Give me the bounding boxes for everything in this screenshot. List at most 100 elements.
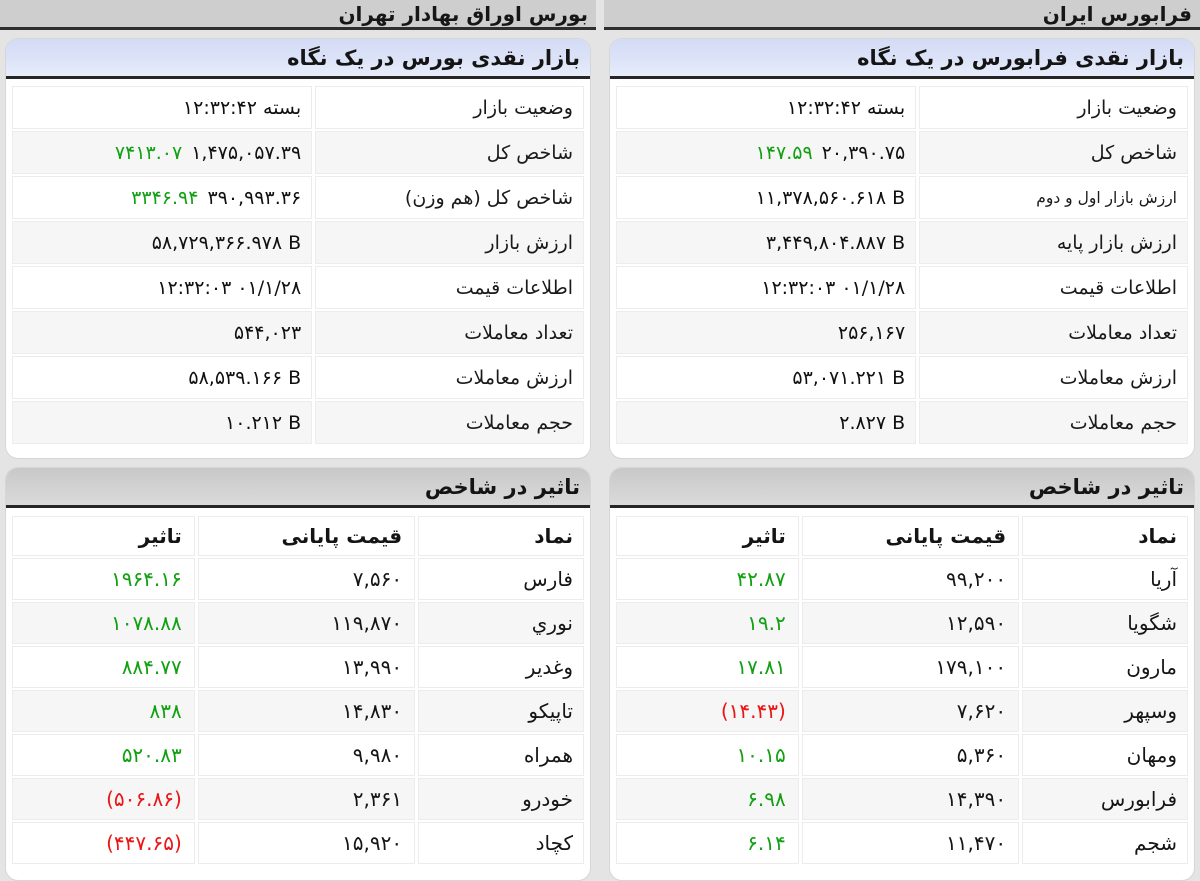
symbol-text: شجم <box>1134 831 1177 855</box>
summary-row: شاخص کل ۱۴۷.۵۹ ۲۰,۳۹۰.۷۵ <box>616 131 1188 174</box>
impact-value-cell: ۸۳۸ <box>12 690 195 732</box>
summary-label: حجم معاملات <box>1069 411 1177 434</box>
impact-row: تاپیکو ۱۴,۸۳۰ ۸۳۸ <box>12 690 584 732</box>
impact-value-text: ۶.۹۸ <box>747 787 786 811</box>
symbol-cell: فرابورس <box>1022 778 1188 820</box>
bourse-impact-header-label: تاثیر در شاخص <box>424 474 580 499</box>
impact-value-text: ۸۳۸ <box>149 699 182 723</box>
symbol-cell: مارون <box>1022 646 1188 688</box>
summary-label-cell: حجم معاملات <box>919 401 1188 444</box>
summary-value-cell: ۵۳,۰۷۱.۲۲۱ B <box>616 356 917 399</box>
impact-row: فارس ۷,۵۶۰ ۱۹۶۴.۱۶ <box>12 558 584 600</box>
closing-price-cell: ۱۱,۴۷۰ <box>801 822 1020 864</box>
summary-label: اطلاعات قیمت <box>1059 276 1177 299</box>
closing-price-text: ۹۹,۲۰۰ <box>946 567 1007 591</box>
impact-value-cell: ۱۰.۱۵ <box>616 734 799 776</box>
closing-price-text: ۷,۵۶۰ <box>352 567 403 591</box>
summary-row: وضعیت بازار بسته ۱۲:۳۲:۴۲ <box>12 86 584 129</box>
impact-row: فرابورس ۱۴,۳۹۰ ۶.۹۸ <box>616 778 1188 820</box>
farabourse-summary-card: بازار نقدی فرابورس در یک نگاه وضعیت بازا… <box>609 38 1195 459</box>
column-header-symbol: نماد <box>418 516 584 556</box>
impact-table-header-row: نماد قیمت پایانی تاثیر <box>616 516 1188 556</box>
bourse-title: بورس اوراق بهادار تهران <box>338 1 588 26</box>
summary-label: ارزش معاملات <box>455 366 573 389</box>
closing-price-cell: ۷,۵۶۰ <box>197 558 416 600</box>
impact-value-cell: ۶.۹۸ <box>616 778 799 820</box>
summary-row: شاخص کل ۷۴۱۳.۰۷ ۱,۴۷۵,۰۵۷.۳۹ <box>12 131 584 174</box>
summary-label-cell: شاخص کل (هم وزن) <box>315 176 584 219</box>
closing-price-text: ۲,۳۶۱ <box>352 787 403 811</box>
summary-value-cell: ۳۳۴۶.۹۴ ۳۹۰,۹۹۳.۳۶ <box>12 176 313 219</box>
farabourse-summary-header: بازار نقدی فرابورس در یک نگاه <box>610 39 1194 79</box>
summary-row: شاخص کل (هم وزن) ۳۳۴۶.۹۴ ۳۹۰,۹۹۳.۳۶ <box>12 176 584 219</box>
impact-value-text: ۱۰۷۸.۸۸ <box>110 611 182 635</box>
column-header-symbol-label: نماد <box>534 524 573 548</box>
summary-value: ۲۰,۳۹۰.۷۵ <box>821 141 906 164</box>
column-header-symbol-label: نماد <box>1138 524 1177 548</box>
summary-label: تعداد معاملات <box>464 321 573 344</box>
summary-value: ۳,۴۴۹,۸۰۴.۸۸۷ B <box>765 231 906 254</box>
summary-value: ۱,۴۷۵,۰۵۷.۳۹ <box>191 141 302 164</box>
impact-value-cell: ۵۲۰.۸۳ <box>12 734 195 776</box>
summary-value: بسته ۱۲:۳۲:۴۲ <box>786 96 906 119</box>
symbol-cell: شجم <box>1022 822 1188 864</box>
closing-price-cell: ۱۲,۵۹۰ <box>801 602 1020 644</box>
closing-price-text: ۱۴,۸۳۰ <box>342 699 403 723</box>
symbol-text: تاپیکو <box>528 699 573 723</box>
impact-row: همراه ۹,۹۸۰ ۵۲۰.۸۳ <box>12 734 584 776</box>
impact-value-text: ۴۲.۸۷ <box>736 567 786 591</box>
closing-price-text: ۱۴,۳۹۰ <box>946 787 1007 811</box>
symbol-text: ومهان <box>1126 743 1177 767</box>
summary-label-cell: ارزش معاملات <box>919 356 1188 399</box>
summary-label-cell: تعداد معاملات <box>919 311 1188 354</box>
summary-value: ۲.۸۲۷ B <box>839 411 906 434</box>
panel-farabourse: فرابورس ایران بازار نقدی فرابورس در یک ن… <box>604 0 1200 881</box>
closing-price-text: ۱۳,۹۹۰ <box>342 655 403 679</box>
impact-row: شگویا ۱۲,۵۹۰ ۱۹.۲ <box>616 602 1188 644</box>
impact-row: خودرو ۲,۳۶۱ (۵۰۶.۸۶) <box>12 778 584 820</box>
summary-label-cell: شاخص کل <box>919 131 1188 174</box>
impact-value-cell: (۵۰۶.۸۶) <box>12 778 195 820</box>
summary-value: ۵۳,۰۷۱.۲۲۱ B <box>792 366 906 389</box>
symbol-cell: وسپهر <box>1022 690 1188 732</box>
summary-label: وضعیت بازار <box>1077 96 1177 119</box>
summary-value-cell: ۱۱,۳۷۸,۵۶۰.۶۱۸ B <box>616 176 917 219</box>
symbol-text: شگویا <box>1127 611 1177 635</box>
summary-label-cell: اطلاعات قیمت <box>315 266 584 309</box>
impact-value-text: ۱۹۶۴.۱۶ <box>110 567 182 591</box>
closing-price-cell: ۱۳,۹۹۰ <box>197 646 416 688</box>
bourse-impact-rows: فارس ۷,۵۶۰ ۱۹۶۴.۱۶ نوري <box>12 558 584 880</box>
column-header-closing-price: قیمت پایانی <box>197 516 416 556</box>
impact-value-text: ۱۹.۲ <box>747 611 786 635</box>
closing-price-text: ۷,۶۲۰ <box>956 699 1007 723</box>
summary-label-cell: وضعیت بازار <box>315 86 584 129</box>
farabourse-impact-table: نماد قیمت پایانی تاثیر آریا <box>610 508 1194 880</box>
summary-value: ۲۵۶,۱۶۷ <box>837 321 906 344</box>
summary-value-cell: ۲.۸۲۷ B <box>616 401 917 444</box>
column-header-closing-price-label: قیمت پایانی <box>885 524 1007 548</box>
symbol-cell: همراه <box>418 734 584 776</box>
bourse-impact-header: تاثیر در شاخص <box>6 468 590 508</box>
symbol-cell: کچاد <box>418 822 584 864</box>
summary-value: بسته ۱۲:۳۲:۴۲ <box>182 96 302 119</box>
symbol-text: وغدیر <box>525 655 573 679</box>
summary-value-cell: ۵۴۴,۰۲۳ <box>12 311 313 354</box>
impact-value-cell: ۱۷.۸۱ <box>616 646 799 688</box>
impact-value-cell: ۱۹۶۴.۱۶ <box>12 558 195 600</box>
closing-price-text: ۱۱۹,۸۷۰ <box>331 611 403 635</box>
impact-table-header-row: نماد قیمت پایانی تاثیر <box>12 516 584 556</box>
impact-row: شجم ۱۱,۴۷۰ ۶.۱۴ <box>616 822 1188 864</box>
symbol-cell: ومهان <box>1022 734 1188 776</box>
impact-value-text: (۵۰۶.۸۶) <box>106 787 182 811</box>
impact-value-cell: (۴۴۷.۶۵) <box>12 822 195 864</box>
symbol-text: مارون <box>1126 655 1177 679</box>
column-header-impact: تاثیر <box>616 516 799 556</box>
summary-value-cell: ۵۸,۷۲۹,۳۶۶.۹۷۸ B <box>12 221 313 264</box>
summary-change-value: ۷۴۱۳.۰۷ <box>114 141 183 164</box>
bourse-impact-card: تاثیر در شاخص نماد قیمت پایانی تاثیر <box>5 467 591 881</box>
summary-value: ۱۱,۳۷۸,۵۶۰.۶۱۸ B <box>755 186 906 209</box>
summary-value-cell: ۷۴۱۳.۰۷ ۱,۴۷۵,۰۵۷.۳۹ <box>12 131 313 174</box>
closing-price-cell: ۱۵,۹۲۰ <box>197 822 416 864</box>
impact-row: کچاد ۱۵,۹۲۰ (۴۴۷.۶۵) <box>12 822 584 864</box>
